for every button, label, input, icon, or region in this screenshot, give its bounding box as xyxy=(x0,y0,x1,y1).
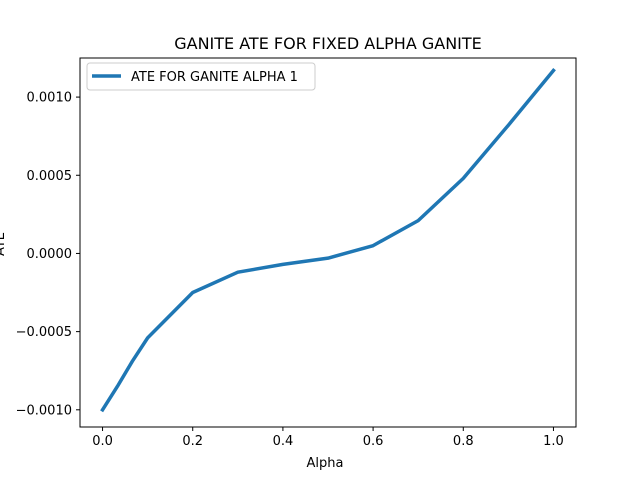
y-tick-label: 0.0010 xyxy=(27,91,73,106)
x-tick-label: 1.0 xyxy=(543,434,564,449)
legend-box xyxy=(86,62,316,91)
x-tick-label: 0.6 xyxy=(363,434,384,449)
y-tick-label: −0.0010 xyxy=(16,403,72,418)
legend-label: ATE FOR GANITE ALPHA 1 xyxy=(131,70,298,85)
legend: ATE FOR GANITE ALPHA 1 xyxy=(86,62,316,91)
plot-area: 0.0 0.2 0.4 0.6 0.8 1.0 −0.0010 −0.0005 0.0000 0.… xyxy=(16,57,577,449)
series-line-0 xyxy=(100,68,556,413)
x-tick-label: 0.2 xyxy=(182,434,203,449)
x-tick-label: 0.8 xyxy=(453,434,474,449)
y-tick-label: 0.0000 xyxy=(27,247,73,262)
y-tick-label: 0.0005 xyxy=(27,169,73,184)
y-tick-label: −0.0005 xyxy=(16,325,72,340)
chart-title: GANITE ATE FOR FIXED ALPHA GANITE xyxy=(174,34,482,53)
x-axis-label: Alpha xyxy=(307,456,344,471)
x-tick-label: 0.4 xyxy=(273,434,294,449)
y-axis-label: ATE xyxy=(0,232,8,256)
axes-frame xyxy=(79,57,577,428)
x-tick-label: 0.0 xyxy=(92,434,113,449)
